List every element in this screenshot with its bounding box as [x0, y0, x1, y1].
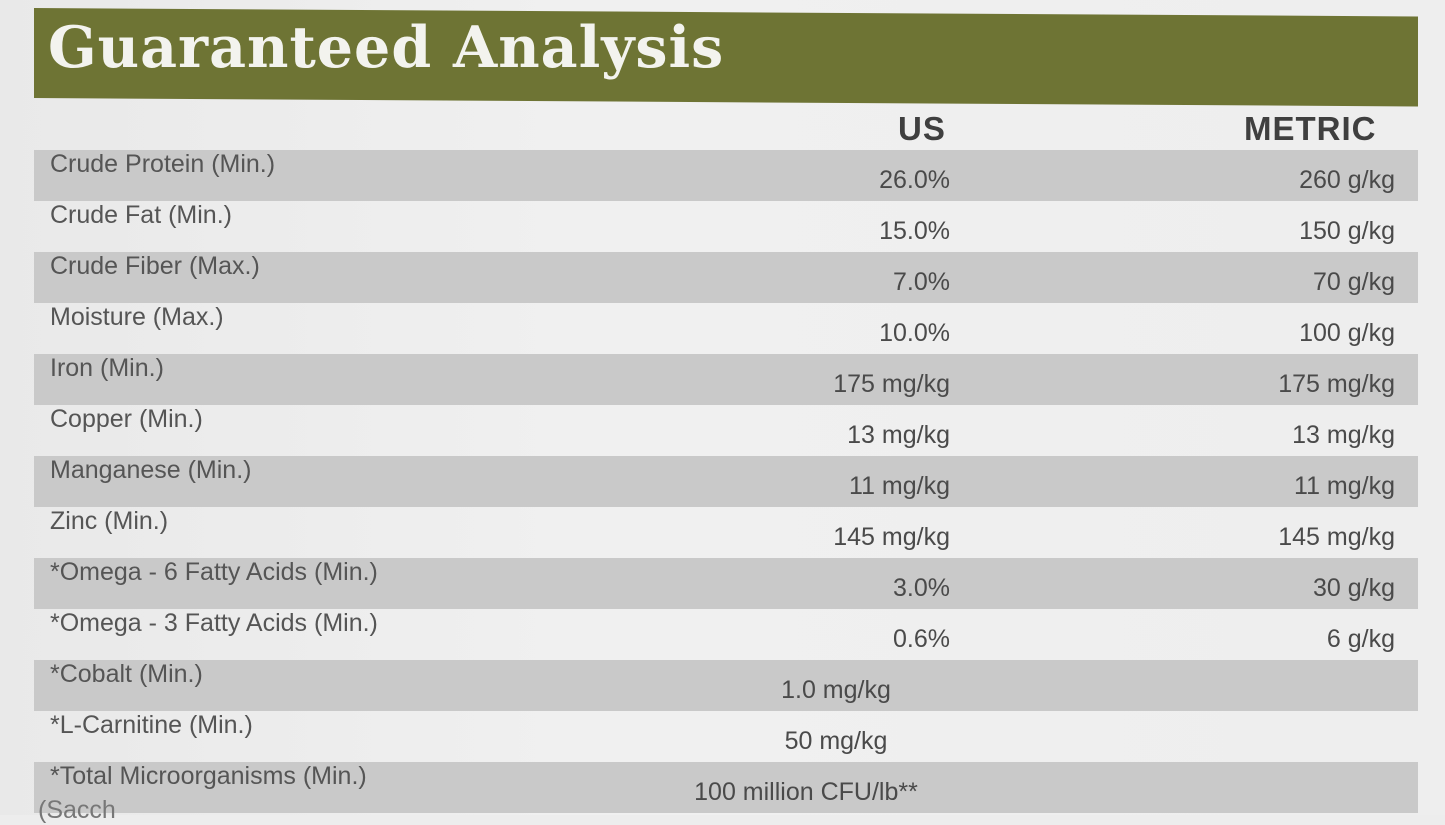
us-value: 11 mg/kg: [849, 472, 950, 500]
nutrient-label: *L-Carnitine (Min.): [50, 711, 253, 739]
combined-value: 1.0 mg/kg: [781, 676, 891, 704]
column-header-metric: METRIC: [1244, 110, 1377, 147]
table-row: Crude Fiber (Max.) 7.0% 70 g/kg: [34, 252, 1418, 303]
metric-value: 175 mg/kg: [1278, 370, 1395, 398]
nutrient-label: Iron (Min.): [50, 354, 164, 382]
page-title: Guaranteed Analysis: [48, 14, 725, 81]
metric-value: 13 mg/kg: [1292, 421, 1395, 449]
metric-value: 30 g/kg: [1312, 574, 1395, 602]
table-row: Iron (Min.) 175 mg/kg 175 mg/kg: [34, 354, 1418, 405]
us-value: 15.0%: [879, 217, 950, 245]
table-row: Copper (Min.) 13 mg/kg 13 mg/kg: [34, 405, 1418, 456]
us-value: 10.0%: [879, 319, 950, 347]
table-row: Moisture (Max.) 10.0% 100 g/kg: [34, 303, 1418, 354]
nutrient-label: *Omega - 3 Fatty Acids (Min.): [50, 609, 378, 637]
us-value: 145 mg/kg: [833, 523, 950, 551]
us-value: 13 mg/kg: [847, 421, 950, 449]
combined-value: 100 million CFU/lb**: [694, 778, 918, 806]
metric-value: 6 g/kg: [1326, 625, 1395, 653]
nutrient-label: *Cobalt (Min.): [50, 660, 203, 688]
table-row: *Total Microorganisms (Min.) 100 million…: [34, 762, 1418, 813]
metric-value: 100 g/kg: [1299, 319, 1395, 347]
metric-value: 150 g/kg: [1299, 217, 1395, 245]
table-row: Zinc (Min.) 145 mg/kg 145 mg/kg: [34, 507, 1418, 558]
nutrient-label: Crude Protein (Min.): [50, 150, 276, 178]
nutrient-label: Zinc (Min.): [50, 507, 169, 535]
metric-value: 260 g/kg: [1299, 166, 1395, 194]
metric-value: 145 mg/kg: [1278, 523, 1395, 551]
table-row: *L-Carnitine (Min.) 50 mg/kg: [34, 711, 1418, 762]
nutrient-label: Moisture (Max.): [50, 303, 224, 331]
us-value: 0.6%: [893, 625, 950, 653]
footnote-partial-line: (Sacch: [38, 796, 116, 824]
nutrient-label: *Omega - 6 Fatty Acids (Min.): [50, 558, 378, 586]
table-row: Crude Fat (Min.) 15.0% 150 g/kg: [34, 201, 1418, 252]
nutrient-label: Copper (Min.): [50, 405, 203, 433]
metric-value: 11 mg/kg: [1294, 472, 1395, 500]
table-row: Crude Protein (Min.) 26.0% 260 g/kg: [34, 150, 1418, 201]
us-value: 26.0%: [879, 166, 950, 194]
nutrient-label: Manganese (Min.): [50, 456, 252, 484]
us-value: 175 mg/kg: [833, 370, 950, 398]
table-row: *Cobalt (Min.) 1.0 mg/kg: [34, 660, 1418, 711]
nutrient-label: Crude Fiber (Max.): [50, 252, 260, 280]
combined-value: 50 mg/kg: [784, 727, 888, 755]
metric-value: 70 g/kg: [1312, 268, 1395, 296]
us-value: 3.0%: [893, 574, 950, 602]
us-value: 7.0%: [893, 268, 950, 296]
table-row: *Omega - 3 Fatty Acids (Min.) 0.6% 6 g/k…: [34, 609, 1418, 660]
column-header-us: US: [898, 110, 946, 147]
nutrient-label: *Total Microorganisms (Min.): [50, 762, 367, 790]
table-row: *Omega - 6 Fatty Acids (Min.) 3.0% 30 g/…: [34, 558, 1418, 609]
table-row: Manganese (Min.) 11 mg/kg 11 mg/kg: [34, 456, 1418, 507]
nutrient-label: Crude Fat (Min.): [50, 201, 232, 229]
